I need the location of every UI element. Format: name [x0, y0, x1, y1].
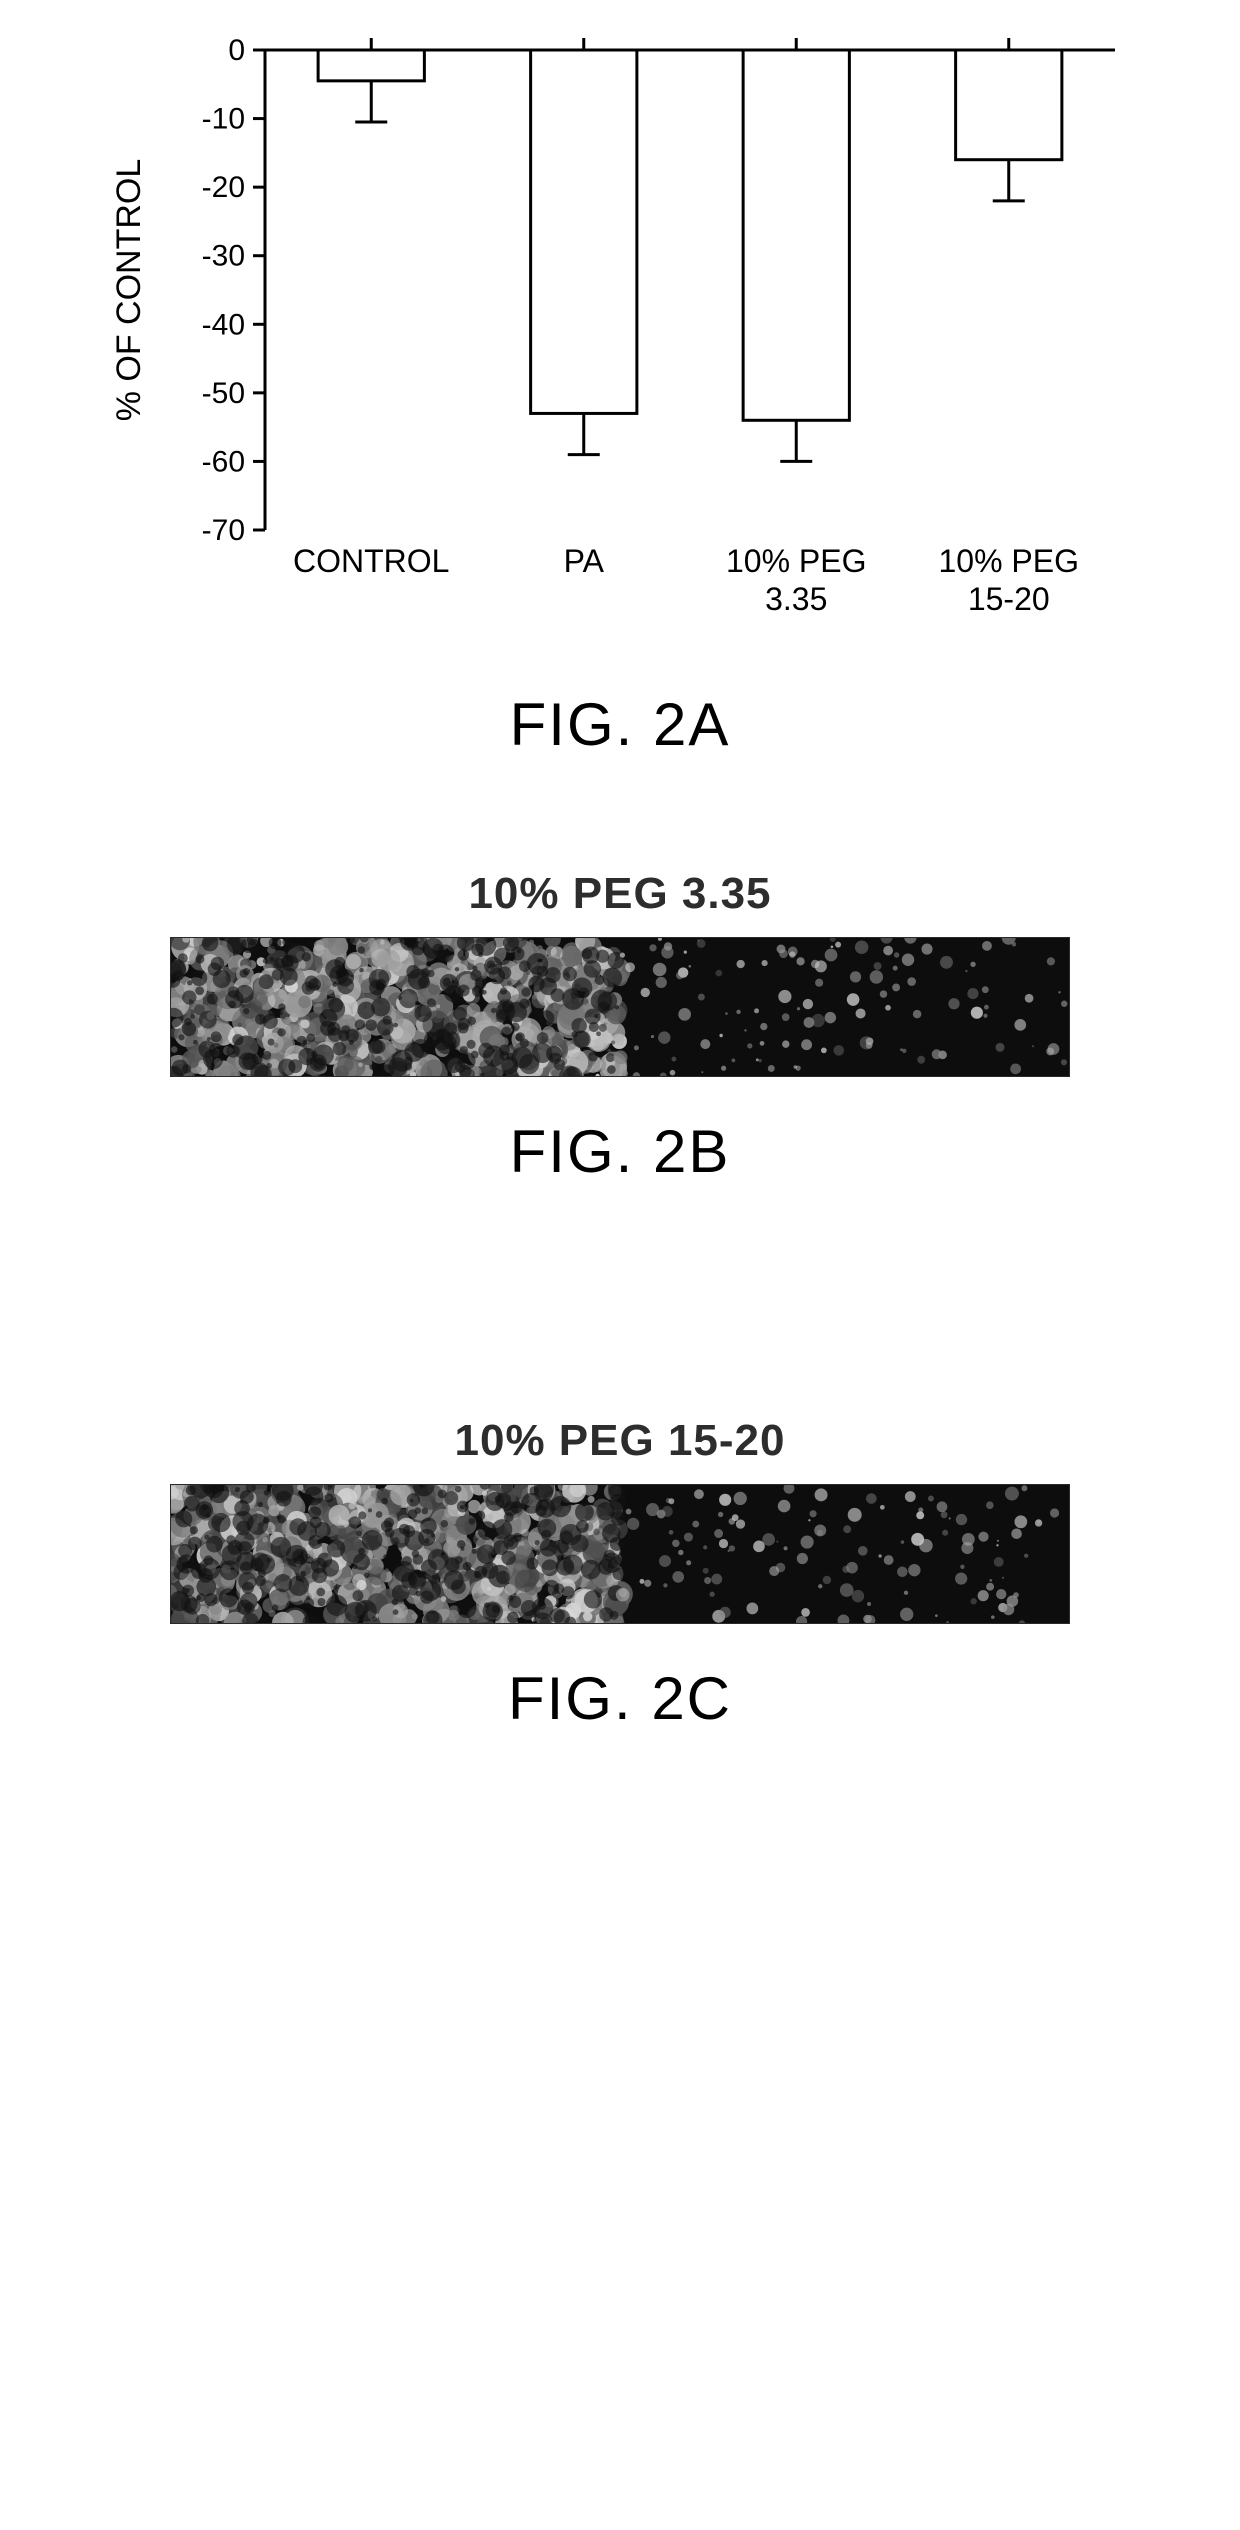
svg-text:0: 0 [228, 34, 245, 67]
svg-text:10% PEG: 10% PEG [726, 543, 867, 579]
figure-2c-label: FIG. 2C [508, 1664, 732, 1733]
svg-text:15-20: 15-20 [968, 581, 1050, 617]
figure-2b-label: FIG. 2B [510, 1117, 731, 1186]
svg-text:10% PEG: 10% PEG [938, 543, 1079, 579]
figure-2b-section: 10% PEG 3.35 FIG. 2B [0, 869, 1240, 1186]
panel-c-image [170, 1484, 1070, 1624]
svg-text:% OF CONTROL: % OF CONTROL [110, 159, 148, 422]
svg-text:-70: -70 [202, 514, 245, 547]
figure-2c-section: 10% PEG 15-20 FIG. 2C [0, 1416, 1240, 1733]
svg-text:3.35: 3.35 [765, 581, 827, 617]
bar-chart: 0 -10 -20 -30 -40 -50 -60 -70 % OF CONTROL CONTRO… [95, 30, 1145, 630]
svg-text:-10: -10 [202, 103, 245, 136]
svg-text:-30: -30 [202, 240, 245, 273]
panel-b-title: 10% PEG 3.35 [468, 869, 771, 919]
panel-b-image [170, 937, 1070, 1077]
svg-text:-60: -60 [202, 445, 245, 478]
svg-text:-40: -40 [202, 308, 245, 341]
panel-c-title: 10% PEG 15-20 [455, 1416, 786, 1466]
figure-2a-label: FIG. 2A [510, 690, 731, 759]
svg-text:CONTROL: CONTROL [293, 543, 449, 579]
svg-text:-50: -50 [202, 377, 245, 410]
svg-text:-20: -20 [202, 171, 245, 204]
figure-2a-section: 0 -10 -20 -30 -40 -50 -60 -70 % OF CONTROL CONTRO… [0, 0, 1240, 759]
svg-text:PA: PA [564, 543, 605, 579]
